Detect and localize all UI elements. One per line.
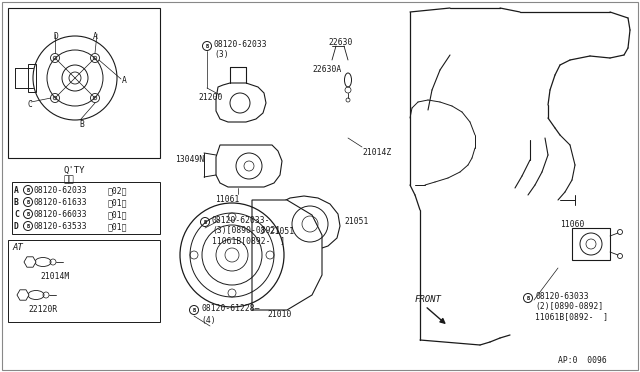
Text: B: B bbox=[205, 44, 209, 48]
Text: 08120-61228—: 08120-61228— bbox=[201, 304, 259, 313]
Bar bbox=[8, 8, 160, 158]
Text: (3): (3) bbox=[214, 50, 228, 59]
Text: (2)[0890-0892]: (2)[0890-0892] bbox=[535, 302, 604, 311]
Text: B: B bbox=[14, 198, 19, 207]
Text: 〈02〉: 〈02〉 bbox=[108, 186, 127, 195]
Text: 08120-63033: 08120-63033 bbox=[535, 292, 589, 301]
Text: A: A bbox=[14, 186, 19, 195]
Text: 13049N: 13049N bbox=[175, 155, 204, 164]
Bar bbox=[8, 240, 160, 322]
Text: 08120-66033: 08120-66033 bbox=[34, 210, 88, 219]
Text: 11061: 11061 bbox=[215, 195, 239, 204]
Text: B: B bbox=[26, 212, 29, 217]
Text: (4): (4) bbox=[201, 316, 216, 325]
Polygon shape bbox=[279, 196, 340, 250]
Text: 11061B[0892-  ]: 11061B[0892- ] bbox=[535, 312, 608, 321]
Text: 22120R: 22120R bbox=[28, 305, 57, 314]
Text: 〈01〉: 〈01〉 bbox=[108, 210, 127, 219]
Text: 数量: 数量 bbox=[64, 175, 75, 184]
Text: 22630: 22630 bbox=[328, 38, 353, 47]
Text: 〈01〉: 〈01〉 bbox=[108, 222, 127, 231]
Text: J 21051: J 21051 bbox=[260, 227, 294, 236]
Text: B: B bbox=[26, 224, 29, 228]
Text: B: B bbox=[527, 295, 529, 301]
Text: 21051: 21051 bbox=[344, 217, 369, 226]
Text: Q'TY: Q'TY bbox=[64, 166, 86, 175]
Text: A: A bbox=[93, 32, 98, 41]
Polygon shape bbox=[252, 200, 322, 310]
Text: AP:0  0096: AP:0 0096 bbox=[558, 356, 607, 365]
Text: 21014M: 21014M bbox=[40, 272, 69, 281]
Text: D: D bbox=[14, 222, 19, 231]
Text: 21014Z: 21014Z bbox=[362, 148, 391, 157]
Text: B: B bbox=[79, 120, 84, 129]
Text: B: B bbox=[193, 308, 196, 312]
Text: 〈01〉: 〈01〉 bbox=[108, 198, 127, 207]
Text: 08120-62033: 08120-62033 bbox=[214, 40, 268, 49]
Text: 08120-62033: 08120-62033 bbox=[34, 186, 88, 195]
Text: B: B bbox=[26, 199, 29, 205]
Text: (3)[0890-0892]: (3)[0890-0892] bbox=[212, 226, 280, 235]
Text: B: B bbox=[204, 219, 207, 224]
Ellipse shape bbox=[35, 257, 51, 266]
Bar bbox=[12, 182, 160, 234]
Text: D: D bbox=[53, 32, 58, 41]
Polygon shape bbox=[216, 145, 282, 187]
Polygon shape bbox=[216, 83, 266, 122]
Text: C: C bbox=[14, 210, 19, 219]
Ellipse shape bbox=[28, 291, 44, 299]
Text: C: C bbox=[28, 100, 33, 109]
Text: FRONT: FRONT bbox=[415, 295, 442, 304]
Bar bbox=[28, 64, 36, 92]
Text: A: A bbox=[122, 76, 127, 85]
Bar bbox=[572, 228, 610, 260]
Text: 22630A: 22630A bbox=[312, 65, 341, 74]
Text: 11061B[0892-  ]: 11061B[0892- ] bbox=[212, 236, 285, 245]
Text: 21010: 21010 bbox=[267, 310, 291, 319]
Text: 08120-62033-: 08120-62033- bbox=[212, 216, 271, 225]
Text: AT: AT bbox=[12, 243, 23, 252]
Text: 08120-61633: 08120-61633 bbox=[34, 198, 88, 207]
Text: 21200: 21200 bbox=[198, 93, 222, 102]
Text: B: B bbox=[26, 187, 29, 192]
Text: 11060: 11060 bbox=[560, 220, 584, 229]
Text: 08120-63533: 08120-63533 bbox=[34, 222, 88, 231]
Ellipse shape bbox=[344, 73, 351, 87]
